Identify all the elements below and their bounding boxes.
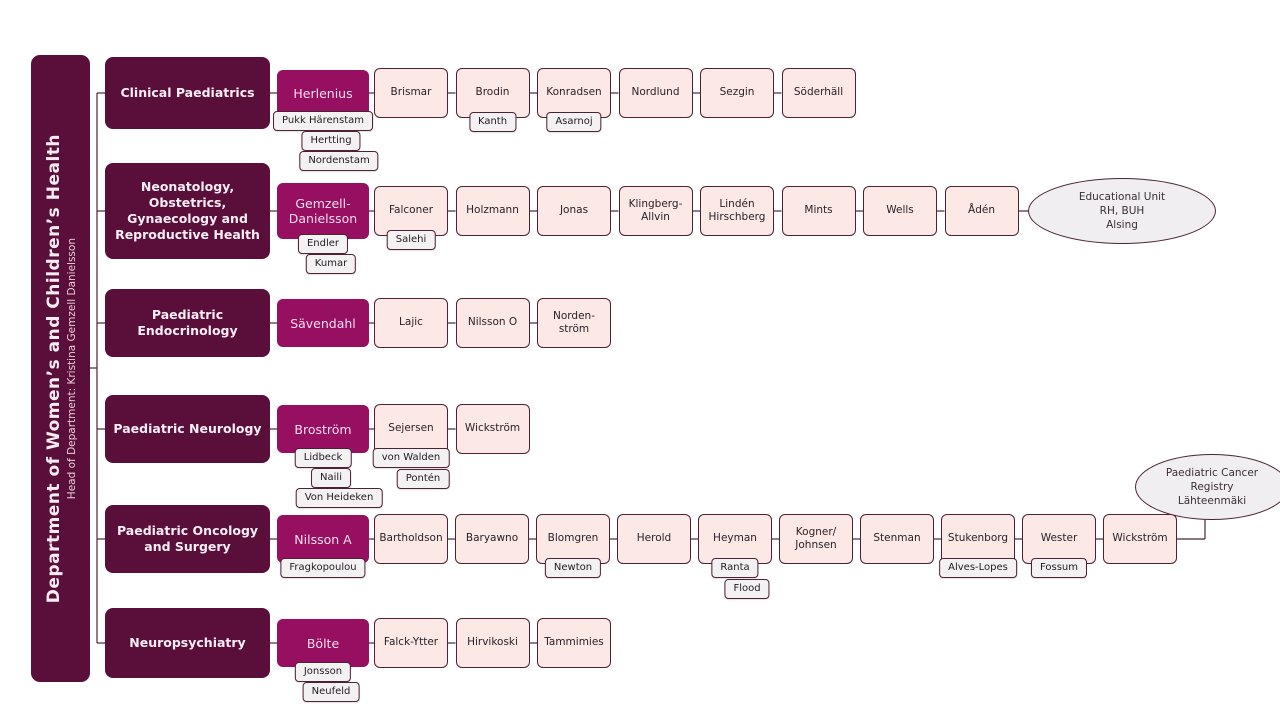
sub-name-box: Kanth <box>468 112 517 132</box>
sidebar-subtitle: Head of Department: Kristina Gemzell Dan… <box>65 237 78 500</box>
member-box: Herold <box>617 514 691 564</box>
leader-box: Bölte <box>277 619 369 667</box>
member-box: Wickström <box>1103 514 1177 564</box>
leader-box: Broström <box>277 405 369 453</box>
member-box: Brismar <box>374 68 448 118</box>
member-box: Kogner/​Johnsen <box>779 514 853 564</box>
sub-name-box: Asarnoj <box>546 112 602 132</box>
leader-box: Gemzell-Danielsson <box>277 183 369 239</box>
sub-name-box: Pukk Härenstam <box>273 111 373 131</box>
member-box: Lajic <box>374 298 448 348</box>
member-box: Wester <box>1022 514 1096 564</box>
leader-box: Herlenius <box>277 70 369 116</box>
sub-name-box: Von Heideken <box>295 488 383 508</box>
member-box: Wells <box>863 186 937 236</box>
sub-name-box: Salehi <box>386 230 436 250</box>
sub-name-box: Hertting <box>301 131 361 151</box>
sub-name-box: Ranta <box>711 558 759 578</box>
member-box: Mints <box>781 186 856 236</box>
member-box: Wickström <box>455 404 530 454</box>
member-box: Brodin <box>455 68 530 118</box>
department-box: Paediatric Endocrinology <box>105 289 270 357</box>
member-box: Konradsen <box>537 68 611 118</box>
sub-name-box: Fossum <box>1030 558 1088 578</box>
member-box: Stenman <box>860 514 934 564</box>
leader-box: Nilsson A <box>277 515 369 563</box>
sub-name-box: Nordenstam <box>299 151 379 171</box>
sidebar-title: Department of Women’s and Children’s Hea… <box>43 133 64 604</box>
department-box: Clinical Paediatrics <box>105 57 270 129</box>
sub-name-box: von Walden <box>372 448 450 468</box>
member-box: Heyman <box>698 514 772 564</box>
member-box: Bartholdson <box>374 514 448 564</box>
department-box: Neuropsychiatry <box>105 608 270 678</box>
sub-name-box: Neufeld <box>302 682 360 702</box>
member-box: Klingberg-Allvin <box>618 186 693 236</box>
member-box: Sejersen <box>374 404 448 454</box>
sub-name-box: Lidbeck <box>294 448 352 468</box>
department-box: Neonatology, Obstetrics, Gynaecology and… <box>105 163 270 259</box>
department-sidebar: Department of Women’s and Children’s Hea… <box>31 55 90 682</box>
sub-name-box: Alves-Lopes <box>939 558 1017 578</box>
member-box: Falconer <box>374 186 448 236</box>
member-box: Lindén Hirschberg <box>700 186 774 236</box>
sub-name-box: Kumar <box>305 254 357 274</box>
member-box: Norden-ström <box>537 298 611 348</box>
member-box: Nilsson O <box>455 298 530 348</box>
member-box: Holzmann <box>455 186 530 236</box>
department-box: Paediatric Oncology and Surgery <box>105 505 270 573</box>
unit-ellipse: Educational Unit RH, BUH Alsing <box>1028 178 1216 244</box>
sub-name-box: Naili <box>311 468 351 488</box>
member-box: Jonas <box>537 186 611 236</box>
sub-name-box: Jonsson <box>294 662 352 682</box>
member-box: Söderhäll <box>781 68 856 118</box>
member-box: Sezgin <box>700 68 774 118</box>
sub-name-box: Fragkopoulou <box>280 558 366 578</box>
leader-box: Sävendahl <box>277 299 369 347</box>
sub-name-box: Pontén <box>396 469 450 489</box>
member-box: Nordlund <box>618 68 693 118</box>
member-box: Falck-Ytter <box>374 618 448 668</box>
member-box: Hirvikoski <box>455 618 530 668</box>
sub-name-box: Flood <box>724 579 770 599</box>
member-box: Ådén <box>944 186 1019 236</box>
sub-name-box: Newton <box>544 558 602 578</box>
member-box: Stukenborg <box>941 514 1015 564</box>
department-box: Paediatric Neurology <box>105 395 270 463</box>
member-box: Tammimies <box>537 618 611 668</box>
sub-name-box: Endler <box>297 234 349 254</box>
unit-ellipse: Paediatric Cancer Registry Lähteenmäki <box>1135 454 1280 520</box>
member-box: Blomgren <box>536 514 610 564</box>
member-box: Baryawno <box>455 514 529 564</box>
